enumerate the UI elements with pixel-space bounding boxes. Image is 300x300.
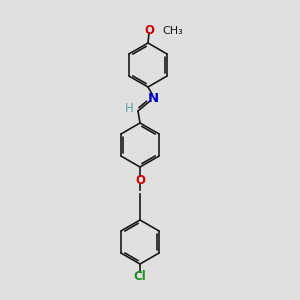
Text: CH₃: CH₃	[162, 26, 183, 36]
Text: O: O	[135, 173, 145, 187]
Text: O: O	[144, 25, 154, 38]
Text: Cl: Cl	[134, 271, 146, 284]
Text: H: H	[124, 101, 134, 115]
Text: N: N	[147, 92, 159, 106]
